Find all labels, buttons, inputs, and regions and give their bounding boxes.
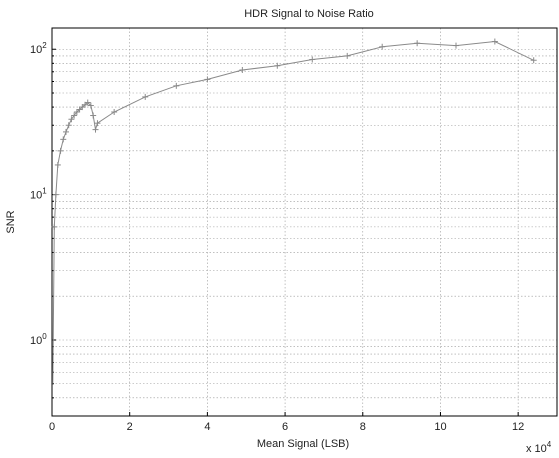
data-series — [51, 38, 537, 384]
x-tick-label: 12 — [512, 421, 524, 433]
x-tick-label: 8 — [360, 421, 366, 433]
y-tick-label-base: 10 — [30, 44, 42, 56]
y-tick-label: 100 — [30, 332, 47, 347]
x-tick-label: 6 — [282, 421, 288, 433]
data-point-marker — [309, 56, 316, 63]
y-tick-label: 101 — [30, 187, 47, 202]
data-point-marker — [173, 82, 180, 89]
y-tick-label-base: 10 — [30, 335, 42, 347]
data-point-marker — [73, 109, 80, 116]
data-point-marker — [87, 102, 94, 109]
data-point-marker — [344, 52, 351, 59]
data-point-marker — [414, 40, 421, 47]
data-point-marker — [71, 112, 78, 119]
data-point-marker — [60, 136, 67, 143]
data-point-marker — [90, 112, 97, 119]
data-point-marker — [51, 223, 58, 230]
data-point-marker — [57, 147, 64, 154]
y-tick-label-exponent: 0 — [42, 332, 47, 341]
x-tick-label: 0 — [49, 421, 55, 433]
y-tick-label-base: 10 — [30, 190, 42, 202]
data-point-marker — [111, 109, 118, 116]
data-point-marker — [54, 161, 61, 168]
x-tick-label: 2 — [127, 421, 133, 433]
x-tick-label: 10 — [434, 421, 446, 433]
data-point-marker — [92, 126, 99, 133]
data-point-marker — [62, 128, 69, 135]
x-axis-multiplier-base: x 10 — [526, 443, 547, 455]
y-tick-label-exponent: 1 — [42, 187, 47, 196]
x-tick-label: 4 — [204, 421, 210, 433]
y-tick-label: 102 — [30, 41, 47, 56]
data-point-marker — [142, 93, 149, 100]
data-point-marker — [239, 66, 246, 73]
data-point-marker — [84, 99, 91, 106]
plot-area-frame — [51, 27, 558, 417]
grid-lines — [52, 28, 557, 417]
data-point-marker — [65, 122, 72, 129]
y-tick-label-exponent: 2 — [42, 41, 47, 50]
data-point-marker — [491, 38, 498, 45]
data-point-marker — [204, 76, 211, 83]
x-axis-label: Mean Signal (LSB) — [257, 438, 349, 450]
y-axis-label: SNR — [5, 210, 17, 233]
data-point-marker — [453, 42, 459, 49]
data-point-marker — [68, 116, 75, 123]
x-axis-multiplier-exponent: 4 — [547, 440, 552, 449]
data-point-marker — [530, 57, 537, 64]
x-axis-multiplier: x 104 — [526, 440, 552, 455]
data-point-marker — [52, 191, 59, 198]
data-point-marker — [379, 43, 386, 50]
data-point-marker — [94, 120, 101, 127]
chart-title: HDR Signal to Noise Ratio — [244, 8, 374, 20]
data-point-marker — [274, 62, 281, 69]
